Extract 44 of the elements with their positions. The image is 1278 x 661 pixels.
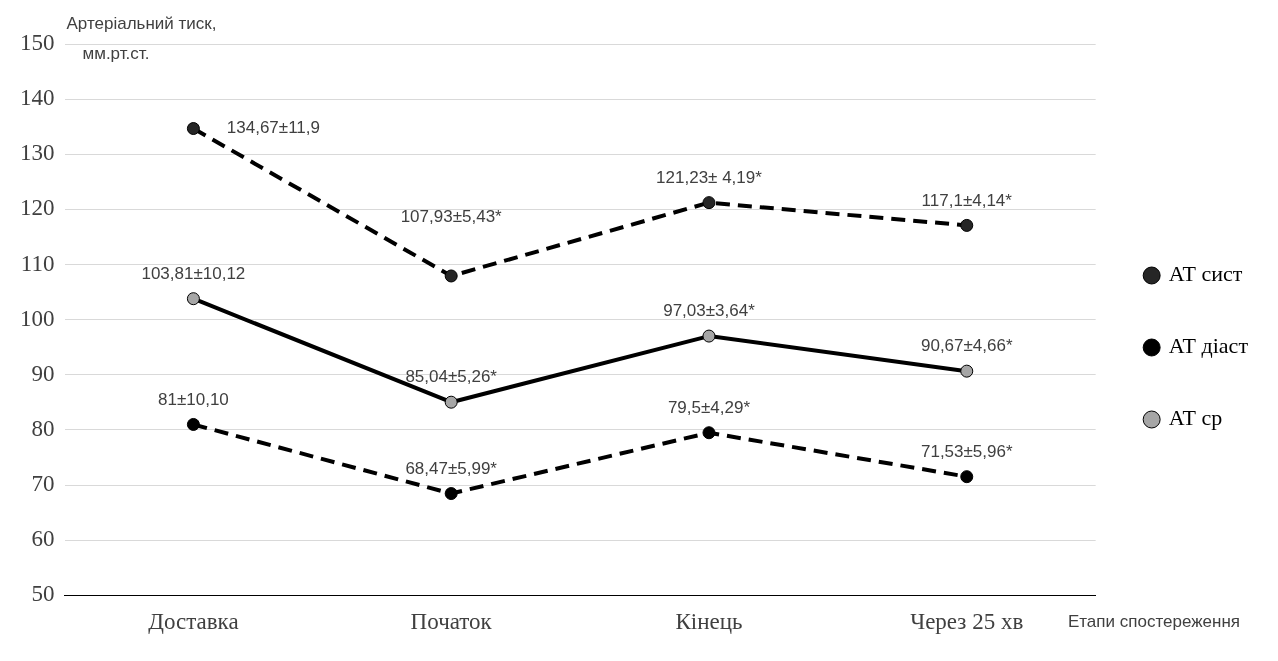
point <box>444 269 458 283</box>
data-label: 134,67±11,9 <box>226 117 320 137</box>
x-axis-title: Етапи спостереження <box>1067 611 1240 631</box>
x-tick-label: Доставка <box>148 609 239 635</box>
data-label: 85,04±5,26* <box>405 367 498 387</box>
point <box>186 122 200 136</box>
y-tick-label: 110 <box>20 250 55 276</box>
y-tick-label: 100 <box>20 305 55 331</box>
data-label: 103,81±10,12 <box>141 263 246 283</box>
data-label: 71,53±5,96* <box>920 441 1013 461</box>
legend-label: АТ діаст <box>1168 333 1249 359</box>
y-tick-label: 140 <box>20 85 55 111</box>
data-label: 90,67±4,66* <box>920 336 1013 356</box>
point <box>960 218 974 232</box>
x-tick-label: Початок <box>410 609 493 635</box>
data-label: 79,5±4,29* <box>667 397 751 417</box>
point <box>444 395 458 409</box>
x-tick-label: Через 25 хв <box>910 609 1024 635</box>
point <box>186 417 200 431</box>
y-tick-label: 90 <box>31 360 55 386</box>
point <box>702 426 716 440</box>
y-tick-label: 70 <box>31 471 55 497</box>
point <box>702 196 716 210</box>
data-label: 97,03±3,64* <box>663 301 756 321</box>
y-tick-label: 60 <box>31 526 55 552</box>
data-label: 121,23± 4,19* <box>656 167 763 187</box>
data-label: 81±10,10 <box>158 389 229 409</box>
data-label: 68,47±5,99* <box>405 458 498 478</box>
legend-label: АТ сист <box>1168 261 1243 287</box>
data-label: 107,93±5,43* <box>400 207 503 227</box>
y-tick-label: 150 <box>20 30 55 56</box>
point <box>960 470 974 484</box>
y-axis-title: Артеріальний тиск, мм.рт.ст. <box>66 14 217 64</box>
point <box>702 329 716 343</box>
y-tick-label: 80 <box>31 416 55 442</box>
point <box>444 487 458 501</box>
point <box>960 364 974 378</box>
y-tick-label: 50 <box>31 581 55 607</box>
data-label: 117,1±4,14* <box>921 190 1013 210</box>
x-tick-label: Кінець <box>675 609 743 635</box>
y-tick-label: 130 <box>20 140 55 166</box>
point <box>186 292 200 306</box>
legend-label: АТ ср <box>1168 405 1223 431</box>
y-tick-label: 120 <box>20 195 55 221</box>
